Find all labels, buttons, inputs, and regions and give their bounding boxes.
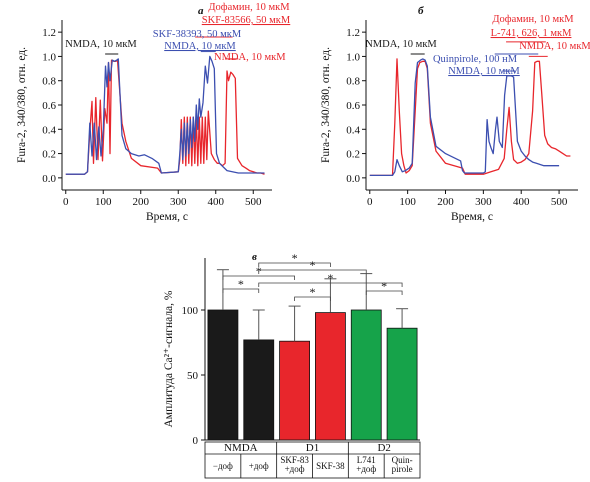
- y-tick-label: 1.2: [42, 27, 56, 39]
- y-tick-label: 0: [193, 435, 199, 447]
- y-tick-label: 100: [182, 305, 199, 317]
- significance-bracket: [258, 269, 367, 274]
- group-label: D2: [377, 442, 390, 454]
- y-tick-label: 0.0: [42, 173, 56, 185]
- stimulus-annotation: Дофамин, 10 мкМ: [492, 14, 574, 25]
- y-tick-label: 1.0: [346, 51, 360, 63]
- significance-star: *: [310, 285, 316, 299]
- y-axis-label: Fura-2, 340/380, отн. ед.: [16, 47, 28, 163]
- y-tick-label: 0.0: [346, 173, 360, 185]
- x-tick-label: 200: [437, 196, 454, 208]
- bar: [350, 309, 382, 441]
- x-tick-label: 500: [551, 196, 568, 208]
- series-line-blue: [369, 58, 560, 177]
- stimulus-annotation: NMDA, 10 мкМ: [365, 39, 437, 50]
- x-axis-label: Время, с: [146, 211, 188, 223]
- bar: [279, 340, 310, 441]
- panel-label: б: [418, 5, 424, 17]
- y-tick-label: 0.6: [42, 100, 56, 112]
- x-tick-label: 500: [245, 196, 262, 208]
- category-label: −доф: [213, 461, 233, 471]
- y-tick-label: 1.0: [42, 51, 56, 63]
- x-tick-label: 200: [133, 196, 150, 208]
- y-tick-label: 50: [187, 370, 199, 382]
- y-tick-label: 0.8: [42, 76, 56, 88]
- stimulus-annotation: NMDA, 10 мкМ: [164, 41, 236, 52]
- bar: [243, 339, 275, 441]
- panel-label: а: [198, 5, 204, 17]
- y-axis-label: Амплитуда Ca²⁺-сигнала, %: [163, 290, 175, 427]
- category-label: SKF-38: [316, 461, 345, 471]
- category-label: pirole: [392, 464, 413, 474]
- significance-bracket: [222, 288, 260, 293]
- category-label: +доф: [285, 464, 305, 474]
- bar: [315, 312, 346, 441]
- stimulus-annotation: NMDA, 10 мкМ: [448, 66, 520, 77]
- panel-label: в: [252, 251, 257, 263]
- x-tick-label: 400: [513, 196, 530, 208]
- significance-bracket: [258, 262, 331, 267]
- significance-star: *: [292, 251, 298, 265]
- y-tick-label: 0.2: [346, 149, 360, 161]
- panel-a-chart: 0 100 200 300 400 500 0.0 0.2 0.4 0.6 0.8 1.0 1.2 Вре…: [16, 2, 291, 223]
- significance-bracket: [222, 275, 295, 280]
- stimulus-annotation: NMDA, 10 мкМ: [519, 41, 590, 52]
- stimulus-annotation: Quinpirole, 100 нМ: [433, 54, 518, 65]
- significance-bracket: [258, 282, 403, 287]
- category-label: Quin-: [392, 455, 413, 465]
- x-tick-label: 400: [208, 196, 225, 208]
- stimulus-annotation: NMDA, 10 мкМ: [214, 52, 286, 63]
- x-axis-label: Время, с: [451, 211, 493, 223]
- y-axis-label: Fura-2, 340/380, отн. ед.: [320, 47, 332, 163]
- significance-bracket: [294, 296, 331, 301]
- stimulus-annotation: NMDA, 10 мкМ: [65, 39, 137, 50]
- significance-star: *: [310, 258, 316, 272]
- category-label: +доф: [356, 464, 376, 474]
- y-tick-label: 1.2: [346, 27, 360, 39]
- x-tick-label: 100: [399, 196, 416, 208]
- group-label: D1: [306, 442, 319, 454]
- group-label: NMDA: [224, 442, 258, 454]
- x-tick-label: 0: [367, 196, 373, 208]
- panel-b-chart: 0 100 200 300 400 500 0.0 0.2 0.4 0.6 0.8 1.0 1.2 Вре…: [320, 5, 590, 223]
- series-line-red: [65, 59, 265, 175]
- category-label: +доф: [249, 461, 269, 471]
- x-tick-label: 300: [170, 196, 187, 208]
- y-tick-label: 0.4: [42, 124, 56, 136]
- stimulus-annotation: SKF-83566, 50 мкМ: [202, 15, 291, 26]
- panel-c-chart: 0 50 100 Амплитуда Ca²⁺-сигнала, % в NMDA D1 D2…: [163, 251, 421, 479]
- stimulus-annotation: SKF-38393, 50 мкМ: [153, 29, 242, 40]
- y-tick-label: 0.8: [346, 76, 360, 88]
- y-tick-label: 0.2: [42, 149, 56, 161]
- series-line-red: [369, 58, 571, 177]
- significance-star: *: [381, 279, 387, 293]
- significance-bracket: [365, 290, 403, 295]
- series-line-blue: [65, 55, 265, 175]
- x-tick-label: 300: [475, 196, 492, 208]
- x-tick-label: 100: [95, 196, 112, 208]
- y-tick-label: 0.6: [346, 100, 360, 112]
- significance-star: *: [238, 277, 244, 291]
- category-label: SKF-83: [280, 455, 309, 465]
- category-label: L741: [357, 455, 376, 465]
- y-tick-label: 0.4: [346, 124, 360, 136]
- bar: [207, 309, 239, 441]
- bar: [386, 327, 418, 441]
- stimulus-annotation: L-741, 626, 1 мкМ: [491, 28, 573, 39]
- significance-star: *: [327, 271, 333, 285]
- stimulus-annotation: Дофамин, 10 мкМ: [208, 2, 290, 13]
- x-tick-label: 0: [63, 196, 69, 208]
